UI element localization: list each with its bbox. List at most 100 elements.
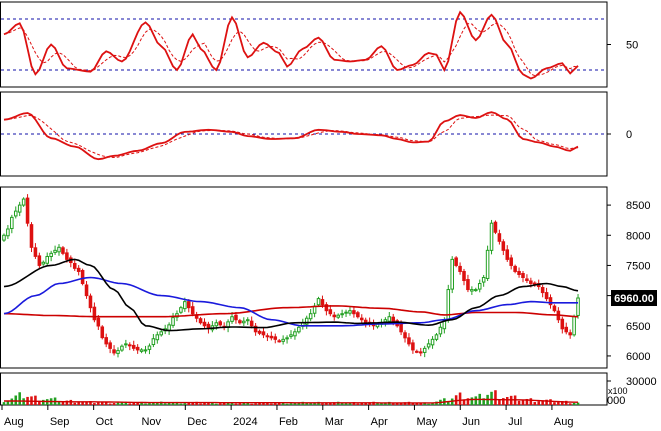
volume-bar — [148, 403, 151, 405]
volume-bar — [207, 402, 210, 405]
candle-body — [363, 319, 368, 324]
candle-body — [128, 344, 132, 347]
volume-bar — [77, 402, 80, 405]
volume-bar — [572, 402, 576, 405]
candle-body — [80, 270, 85, 285]
candle-body — [21, 198, 26, 206]
candle-body — [242, 320, 246, 324]
moving-averages — [3, 258, 579, 332]
candle-body — [277, 340, 281, 343]
candle-body — [143, 349, 148, 352]
candle-body — [202, 321, 207, 327]
volume-bar — [116, 402, 120, 405]
candle-body — [387, 316, 392, 322]
volume-bar — [191, 402, 194, 405]
price-tick-label: 6000 — [626, 351, 650, 363]
candle-body — [383, 319, 388, 323]
price-tick-label: 8000 — [626, 230, 650, 242]
candle-body — [458, 265, 462, 272]
candle-body — [391, 316, 396, 322]
candle-body — [190, 306, 195, 315]
volume-bar — [163, 403, 167, 405]
volume-bar — [234, 403, 238, 405]
candle-body — [493, 221, 498, 233]
volume-bar — [332, 402, 336, 405]
price-tick-label: 7500 — [626, 260, 650, 272]
candle-body — [576, 297, 580, 316]
volume-bar — [242, 402, 246, 405]
candle-body — [407, 337, 411, 345]
volume-bar — [470, 397, 474, 405]
volume-bar — [399, 402, 403, 405]
volume-bar — [490, 391, 493, 405]
volume-moving-average — [4, 398, 578, 404]
volume-bar — [380, 402, 383, 405]
candle-body — [560, 318, 565, 330]
candle-body — [245, 319, 250, 322]
moving-average-blue — [3, 276, 578, 327]
candle-body — [474, 289, 478, 292]
x-tick-label: Mar — [325, 416, 344, 428]
oscillator-tick-label: 50 — [626, 40, 638, 52]
candle-body — [76, 267, 81, 272]
volume-bar — [297, 402, 301, 405]
volume-bar — [376, 403, 379, 405]
volume-bar — [140, 401, 143, 405]
candle-body — [281, 338, 285, 342]
momentum-tick-label: 0 — [626, 129, 632, 141]
volume-bar — [262, 402, 265, 405]
candle-body — [124, 343, 128, 346]
candle-body — [214, 322, 219, 327]
volume-bar — [313, 402, 316, 405]
volume-bar — [462, 399, 466, 405]
volume-bar — [498, 399, 501, 405]
candle-body — [450, 258, 454, 290]
candle-body — [517, 270, 521, 275]
volume-bar — [89, 401, 92, 405]
candle-body — [411, 342, 415, 351]
candle-body — [186, 301, 191, 309]
x-tick-label: Apr — [371, 416, 388, 428]
x-tick-label: Aug — [4, 416, 24, 428]
volume-bar — [502, 398, 505, 405]
candle-body — [293, 331, 297, 337]
last-price-badge: 6960.00 — [611, 290, 657, 307]
volume-bar — [100, 402, 104, 405]
volume-bar — [112, 403, 116, 405]
candle-body — [6, 228, 10, 237]
volume-bar — [419, 402, 423, 405]
volume-bar — [340, 403, 344, 405]
candle-body — [356, 312, 360, 318]
candle-body — [104, 337, 108, 345]
candle-body — [415, 350, 419, 353]
candle-body — [159, 331, 164, 336]
volume-bar — [561, 401, 564, 405]
x-tick-label: Jul — [508, 416, 522, 428]
candle-body — [25, 197, 30, 224]
volume-bar — [431, 403, 434, 405]
candle-body — [29, 224, 34, 248]
candle-body — [261, 331, 266, 336]
candle-body — [257, 330, 262, 334]
volume-bar — [305, 403, 309, 405]
volume-bar — [57, 401, 61, 405]
candle-body — [218, 321, 223, 326]
volume-unit-label: x100 — [608, 386, 628, 396]
candle-body — [297, 326, 301, 333]
candle-body — [116, 350, 120, 354]
volume-bar — [42, 399, 45, 405]
candle-body — [179, 307, 183, 313]
candle-body — [489, 222, 494, 251]
volume-bar — [254, 403, 257, 405]
candle-body — [96, 317, 101, 327]
candle-body — [308, 313, 313, 320]
volume-bar — [348, 402, 352, 405]
volume-bar — [564, 400, 568, 405]
volume-bar — [360, 403, 364, 405]
candle-body — [139, 349, 144, 352]
candle-body — [316, 298, 321, 306]
candle-body — [529, 280, 533, 285]
volume-bar — [525, 398, 529, 405]
volume-bar — [568, 403, 572, 405]
